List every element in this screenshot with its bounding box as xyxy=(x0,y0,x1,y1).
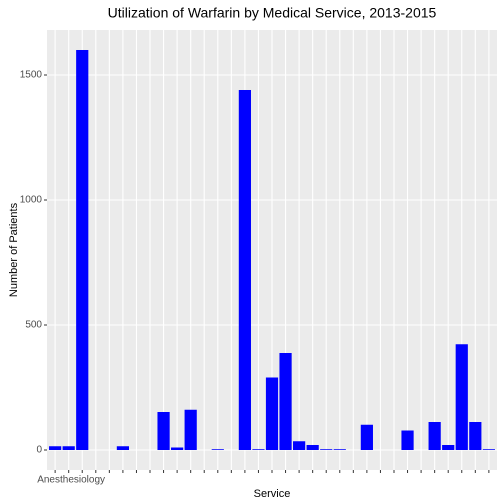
bar xyxy=(238,90,251,450)
y-tick-label: 500 xyxy=(25,320,42,331)
bar xyxy=(482,449,495,450)
bar xyxy=(428,422,441,450)
bar xyxy=(265,377,279,450)
bar xyxy=(279,353,292,450)
bar xyxy=(157,412,170,450)
bar xyxy=(293,441,306,450)
bar xyxy=(211,449,224,450)
bar xyxy=(401,430,414,450)
bar xyxy=(49,446,62,450)
bar xyxy=(171,447,184,450)
y-tick-label: 1000 xyxy=(20,195,43,206)
bar xyxy=(62,446,75,450)
bar xyxy=(333,449,346,450)
bar xyxy=(442,445,455,450)
bar xyxy=(116,446,130,450)
x-axis-title: Service xyxy=(254,488,291,500)
y-tick-label: 1500 xyxy=(20,70,43,81)
bar xyxy=(360,424,373,450)
bar xyxy=(184,409,197,450)
bar xyxy=(252,449,265,450)
bar xyxy=(320,449,333,450)
bar xyxy=(455,344,468,450)
y-axis-title: Number of Patients xyxy=(8,202,20,297)
chart-title: Utilization of Warfarin by Medical Servi… xyxy=(108,5,437,21)
y-tick-label: 0 xyxy=(36,445,42,456)
bar xyxy=(469,422,482,450)
bar xyxy=(306,445,319,450)
bar xyxy=(76,50,89,450)
x-tick-label: Anesthesiology xyxy=(37,475,105,486)
